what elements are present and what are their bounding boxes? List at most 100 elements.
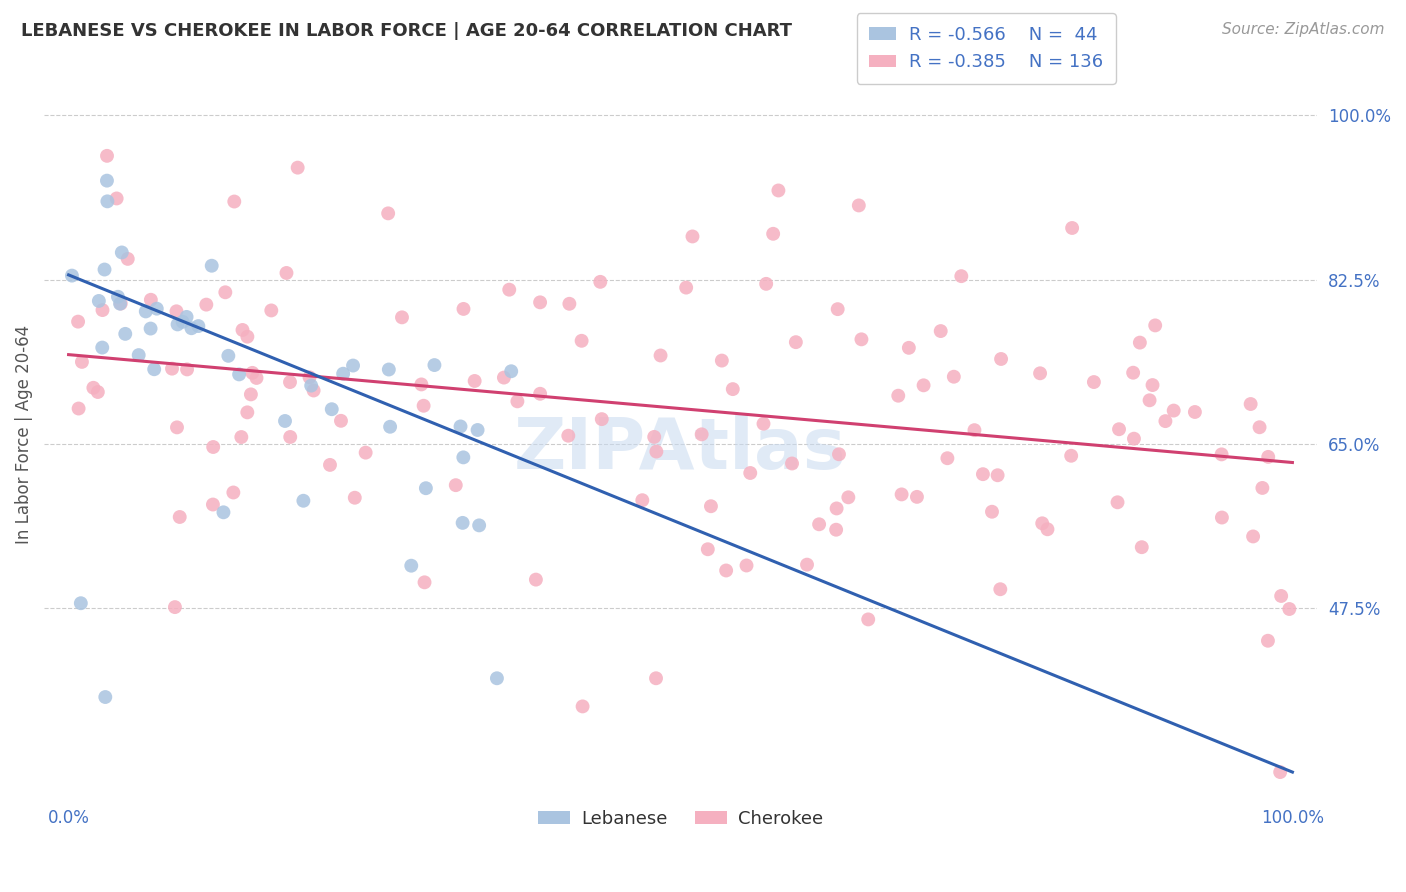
Point: [187, 319, 209, 334]
Point: [176, 310, 198, 324]
Point: [176, 362, 198, 376]
Point: [411, 377, 433, 392]
Point: [236, 405, 259, 419]
Point: [467, 423, 489, 437]
Point: [146, 301, 169, 316]
Point: [450, 419, 472, 434]
Point: [905, 490, 928, 504]
Point: [195, 298, 218, 312]
Point: [292, 493, 315, 508]
Point: [887, 389, 910, 403]
Point: [169, 510, 191, 524]
Point: [1144, 318, 1167, 333]
Point: [768, 184, 790, 198]
Point: [990, 351, 1012, 366]
Point: [354, 445, 377, 459]
Point: [1029, 366, 1052, 380]
Point: [796, 558, 818, 572]
Point: [236, 329, 259, 343]
Point: [201, 259, 224, 273]
Point: [1270, 589, 1292, 603]
Point: [591, 412, 613, 426]
Point: [180, 321, 202, 335]
Point: [755, 277, 778, 291]
Text: ZIPAtlas: ZIPAtlas: [515, 415, 846, 483]
Point: [1123, 432, 1146, 446]
Point: [936, 451, 959, 466]
Point: [276, 266, 298, 280]
Point: [299, 378, 322, 392]
Point: [87, 293, 110, 308]
Point: [378, 362, 401, 376]
Point: [696, 542, 718, 557]
Point: [645, 444, 668, 458]
Point: [166, 304, 188, 318]
Point: [851, 332, 873, 346]
Point: [278, 375, 301, 389]
Point: [453, 450, 475, 465]
Point: [128, 348, 150, 362]
Point: [453, 301, 475, 316]
Point: [827, 302, 849, 317]
Point: [82, 381, 104, 395]
Point: [972, 467, 994, 482]
Point: [492, 370, 515, 384]
Point: [163, 600, 186, 615]
Point: [858, 612, 880, 626]
Point: [1060, 449, 1083, 463]
Point: [202, 440, 225, 454]
Point: [166, 420, 188, 434]
Point: [897, 341, 920, 355]
Point: [1249, 420, 1271, 434]
Point: [401, 558, 423, 573]
Point: [1278, 602, 1301, 616]
Point: [950, 269, 973, 284]
Point: [557, 428, 579, 442]
Point: [231, 430, 253, 444]
Point: [302, 384, 325, 398]
Point: [111, 245, 134, 260]
Point: [837, 491, 859, 505]
Point: [762, 227, 785, 241]
Point: [682, 229, 704, 244]
Point: [278, 430, 301, 444]
Point: [1184, 405, 1206, 419]
Point: [1251, 481, 1274, 495]
Point: [981, 505, 1004, 519]
Point: [391, 310, 413, 325]
Point: [298, 370, 321, 384]
Point: [377, 206, 399, 220]
Point: [1031, 516, 1053, 531]
Legend: Lebanese, Cherokee: Lebanese, Cherokee: [530, 803, 831, 835]
Point: [643, 430, 665, 444]
Point: [1122, 366, 1144, 380]
Point: [93, 262, 115, 277]
Point: [987, 468, 1010, 483]
Point: [808, 517, 831, 532]
Point: [274, 414, 297, 428]
Point: [785, 335, 807, 350]
Point: [529, 386, 551, 401]
Point: [378, 419, 401, 434]
Point: [96, 194, 118, 209]
Point: [780, 457, 803, 471]
Point: [1083, 375, 1105, 389]
Point: [231, 323, 253, 337]
Point: [571, 699, 593, 714]
Point: [413, 575, 436, 590]
Point: [239, 387, 262, 401]
Point: [714, 564, 737, 578]
Point: [91, 341, 114, 355]
Point: [498, 283, 520, 297]
Point: [60, 268, 83, 283]
Point: [91, 303, 114, 318]
Point: [524, 573, 547, 587]
Point: [96, 149, 118, 163]
Point: [721, 382, 744, 396]
Point: [468, 518, 491, 533]
Point: [412, 399, 434, 413]
Point: [212, 505, 235, 519]
Point: [589, 275, 612, 289]
Point: [690, 427, 713, 442]
Point: [217, 349, 239, 363]
